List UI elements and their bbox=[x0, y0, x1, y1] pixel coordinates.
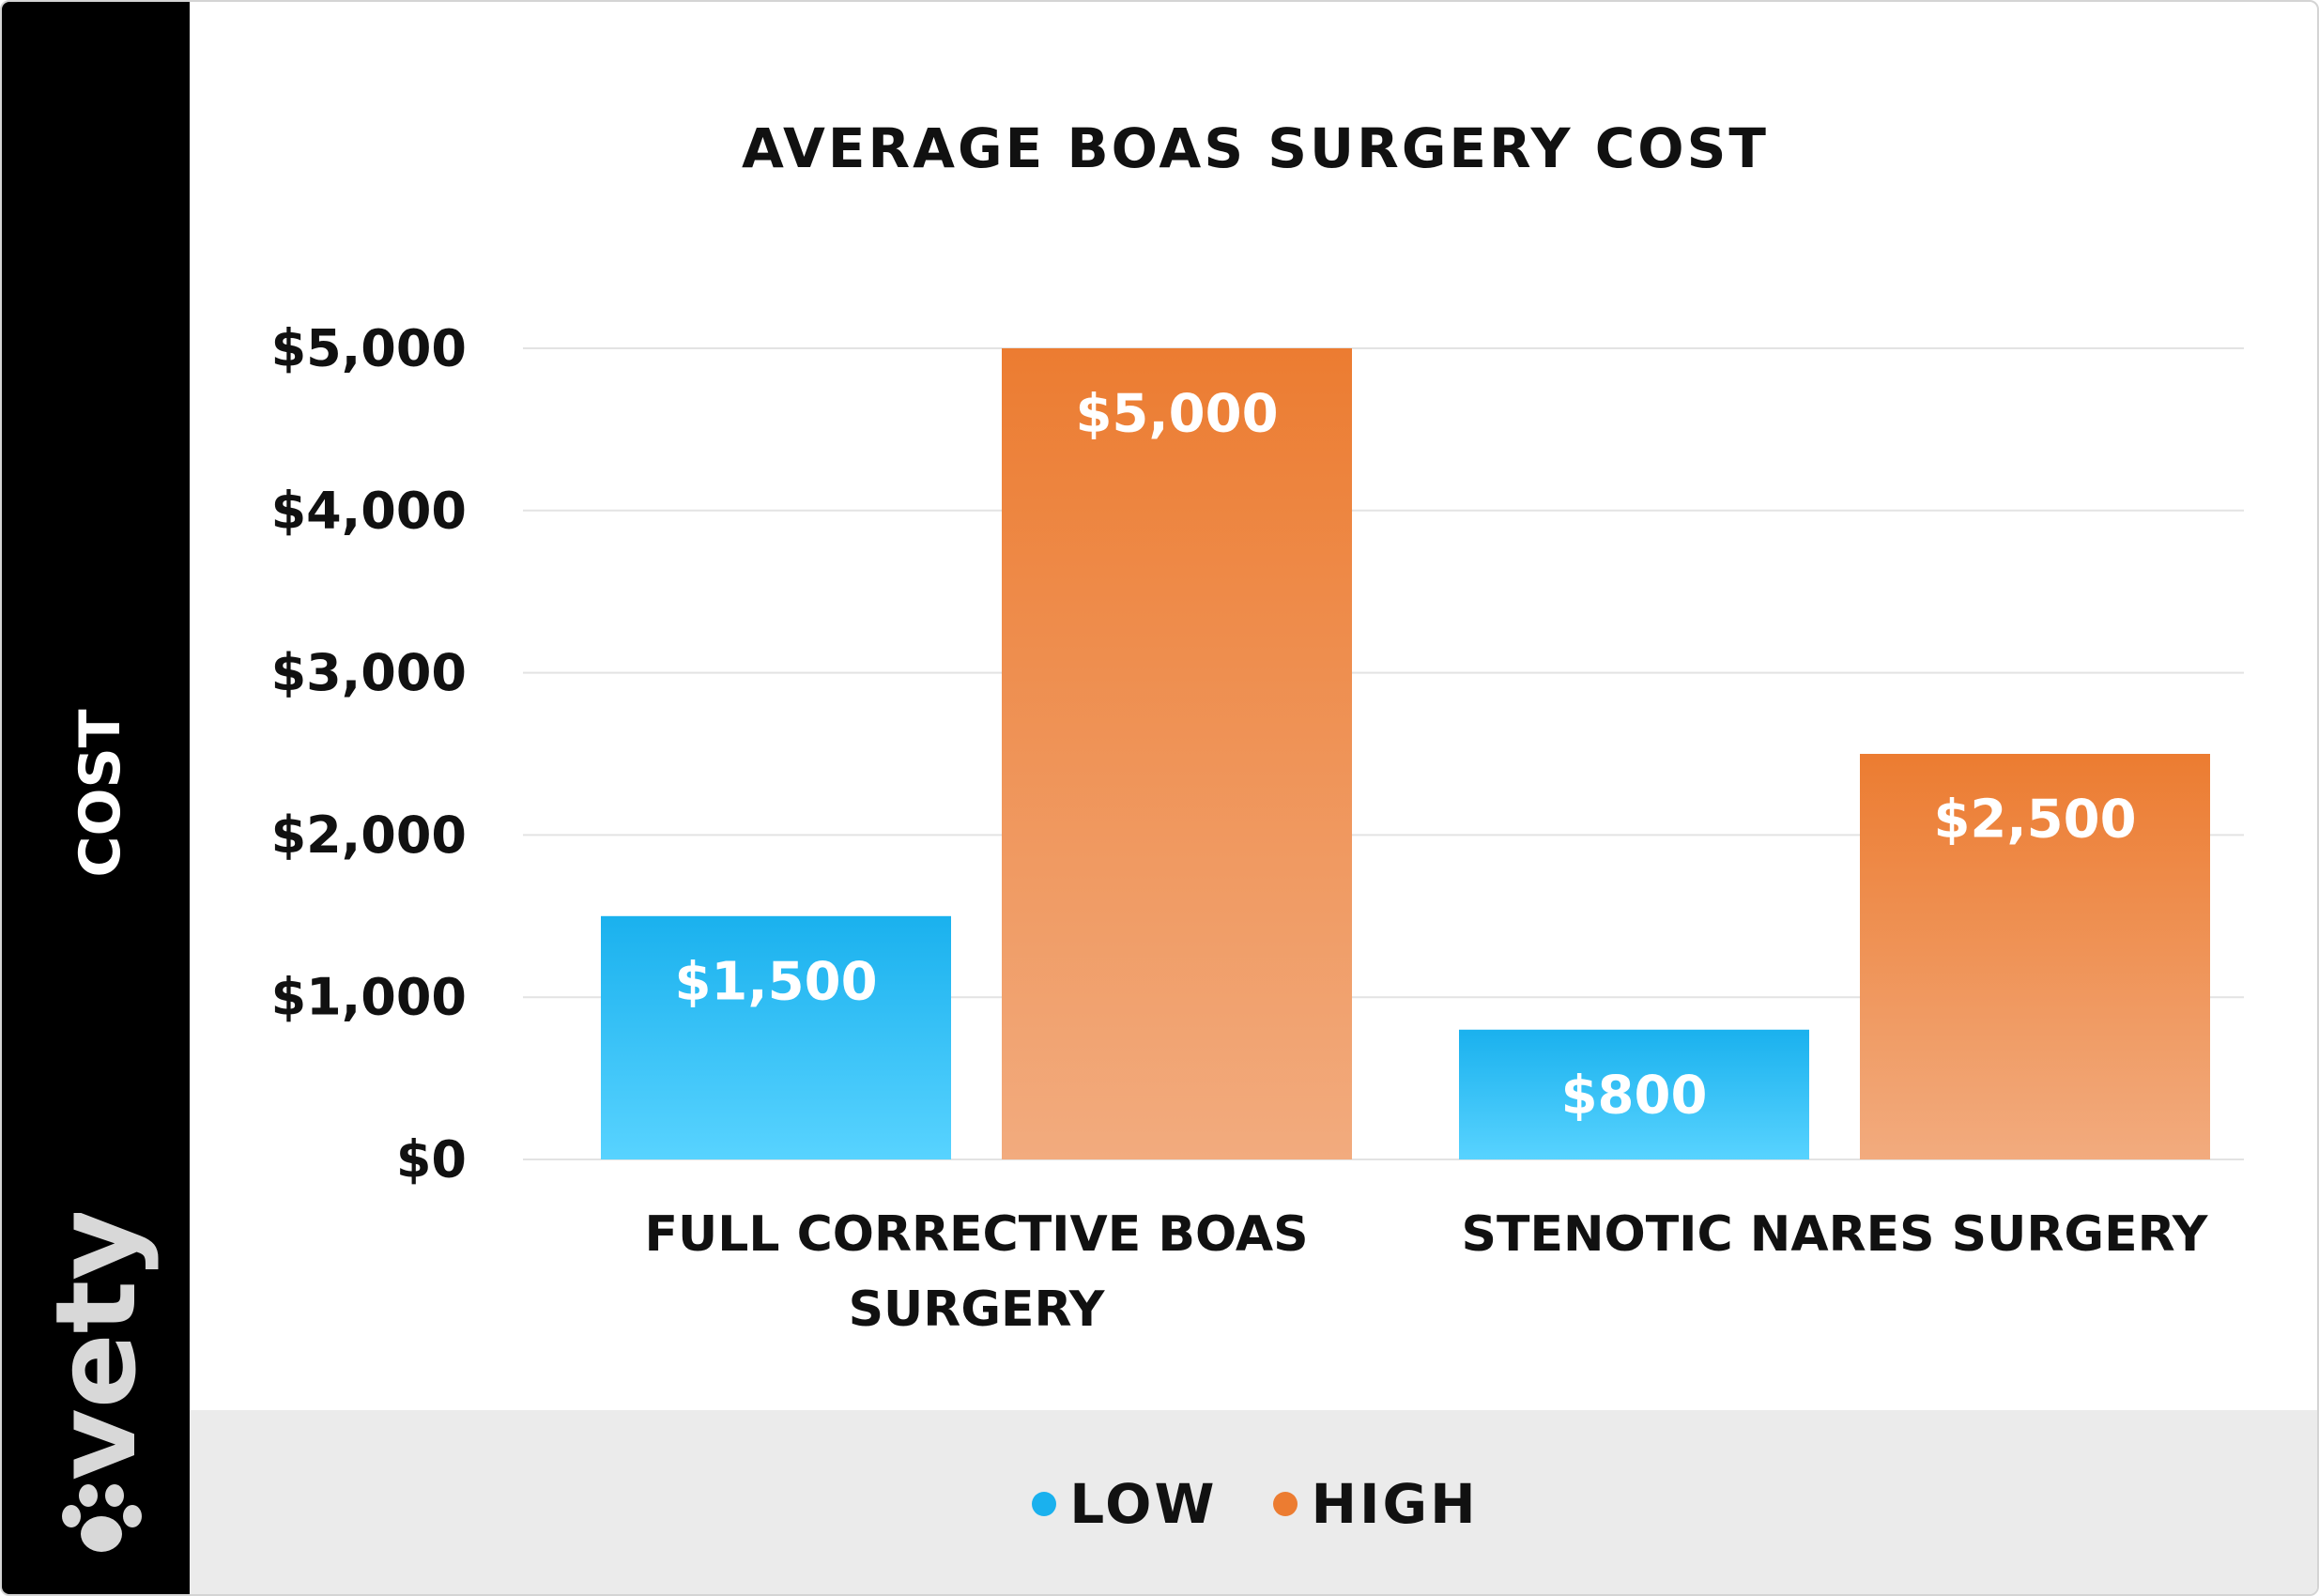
bar-low-1 bbox=[1459, 1029, 1809, 1159]
y-tick-label: $4,000 bbox=[271, 481, 467, 540]
y-tick-label: $5,000 bbox=[271, 319, 467, 378]
legend-band bbox=[190, 1410, 2317, 1594]
bar-value-label: $1,500 bbox=[674, 951, 877, 1012]
chart-title: AVERAGE BOAS SURGERY COST bbox=[742, 116, 1769, 180]
bar-value-label: $5,000 bbox=[1075, 384, 1278, 445]
legend-item-high: HIGH bbox=[1273, 1472, 1478, 1536]
y-tick-label: $2,000 bbox=[271, 806, 467, 865]
bars bbox=[601, 348, 2210, 1159]
bar-value-label: $800 bbox=[1561, 1065, 1708, 1126]
bar-high-0 bbox=[1002, 348, 1352, 1159]
legend-dot-low bbox=[1032, 1492, 1057, 1516]
y-tick-label: $0 bbox=[396, 1130, 467, 1189]
bar-high-1 bbox=[1860, 754, 2210, 1159]
brand-logo: vety bbox=[39, 1213, 161, 1552]
bar-value-labels: $1,500 $5,000 $800 $2,500 bbox=[674, 384, 2136, 1127]
y-axis-ticks: $0 $1,000 $2,000 $3,000 $4,000 $5,000 bbox=[271, 319, 467, 1189]
y-tick-label: $3,000 bbox=[271, 643, 467, 702]
paw-icon bbox=[62, 1484, 142, 1552]
x-category-label: STENOTIC NARES SURGERY bbox=[1462, 1206, 2209, 1263]
x-category-label: SURGERY bbox=[849, 1281, 1106, 1338]
x-axis-categories: FULL CORRECTIVE BOAS SURGERY STENOTIC NARE… bbox=[644, 1206, 2208, 1338]
legend: LOW HIGH bbox=[190, 1410, 2317, 1594]
sidebar-band bbox=[2, 2, 190, 1594]
y-tick-label: $1,000 bbox=[271, 968, 467, 1027]
legend-label-low: LOW bbox=[1069, 1472, 1218, 1536]
legend-label-high: HIGH bbox=[1311, 1472, 1479, 1536]
legend-item-low: LOW bbox=[1032, 1472, 1217, 1536]
legend-dot-high bbox=[1273, 1492, 1298, 1516]
bar-value-label: $2,500 bbox=[1933, 790, 2136, 851]
bar-chart-plot: $0$1,000$2,000$3,000$4,000$5,000 $1,500$… bbox=[271, 319, 2244, 1338]
x-category-label: FULL CORRECTIVE BOAS bbox=[644, 1206, 1308, 1263]
bar-low-0 bbox=[601, 915, 951, 1159]
logo-text: vety bbox=[39, 1213, 161, 1481]
